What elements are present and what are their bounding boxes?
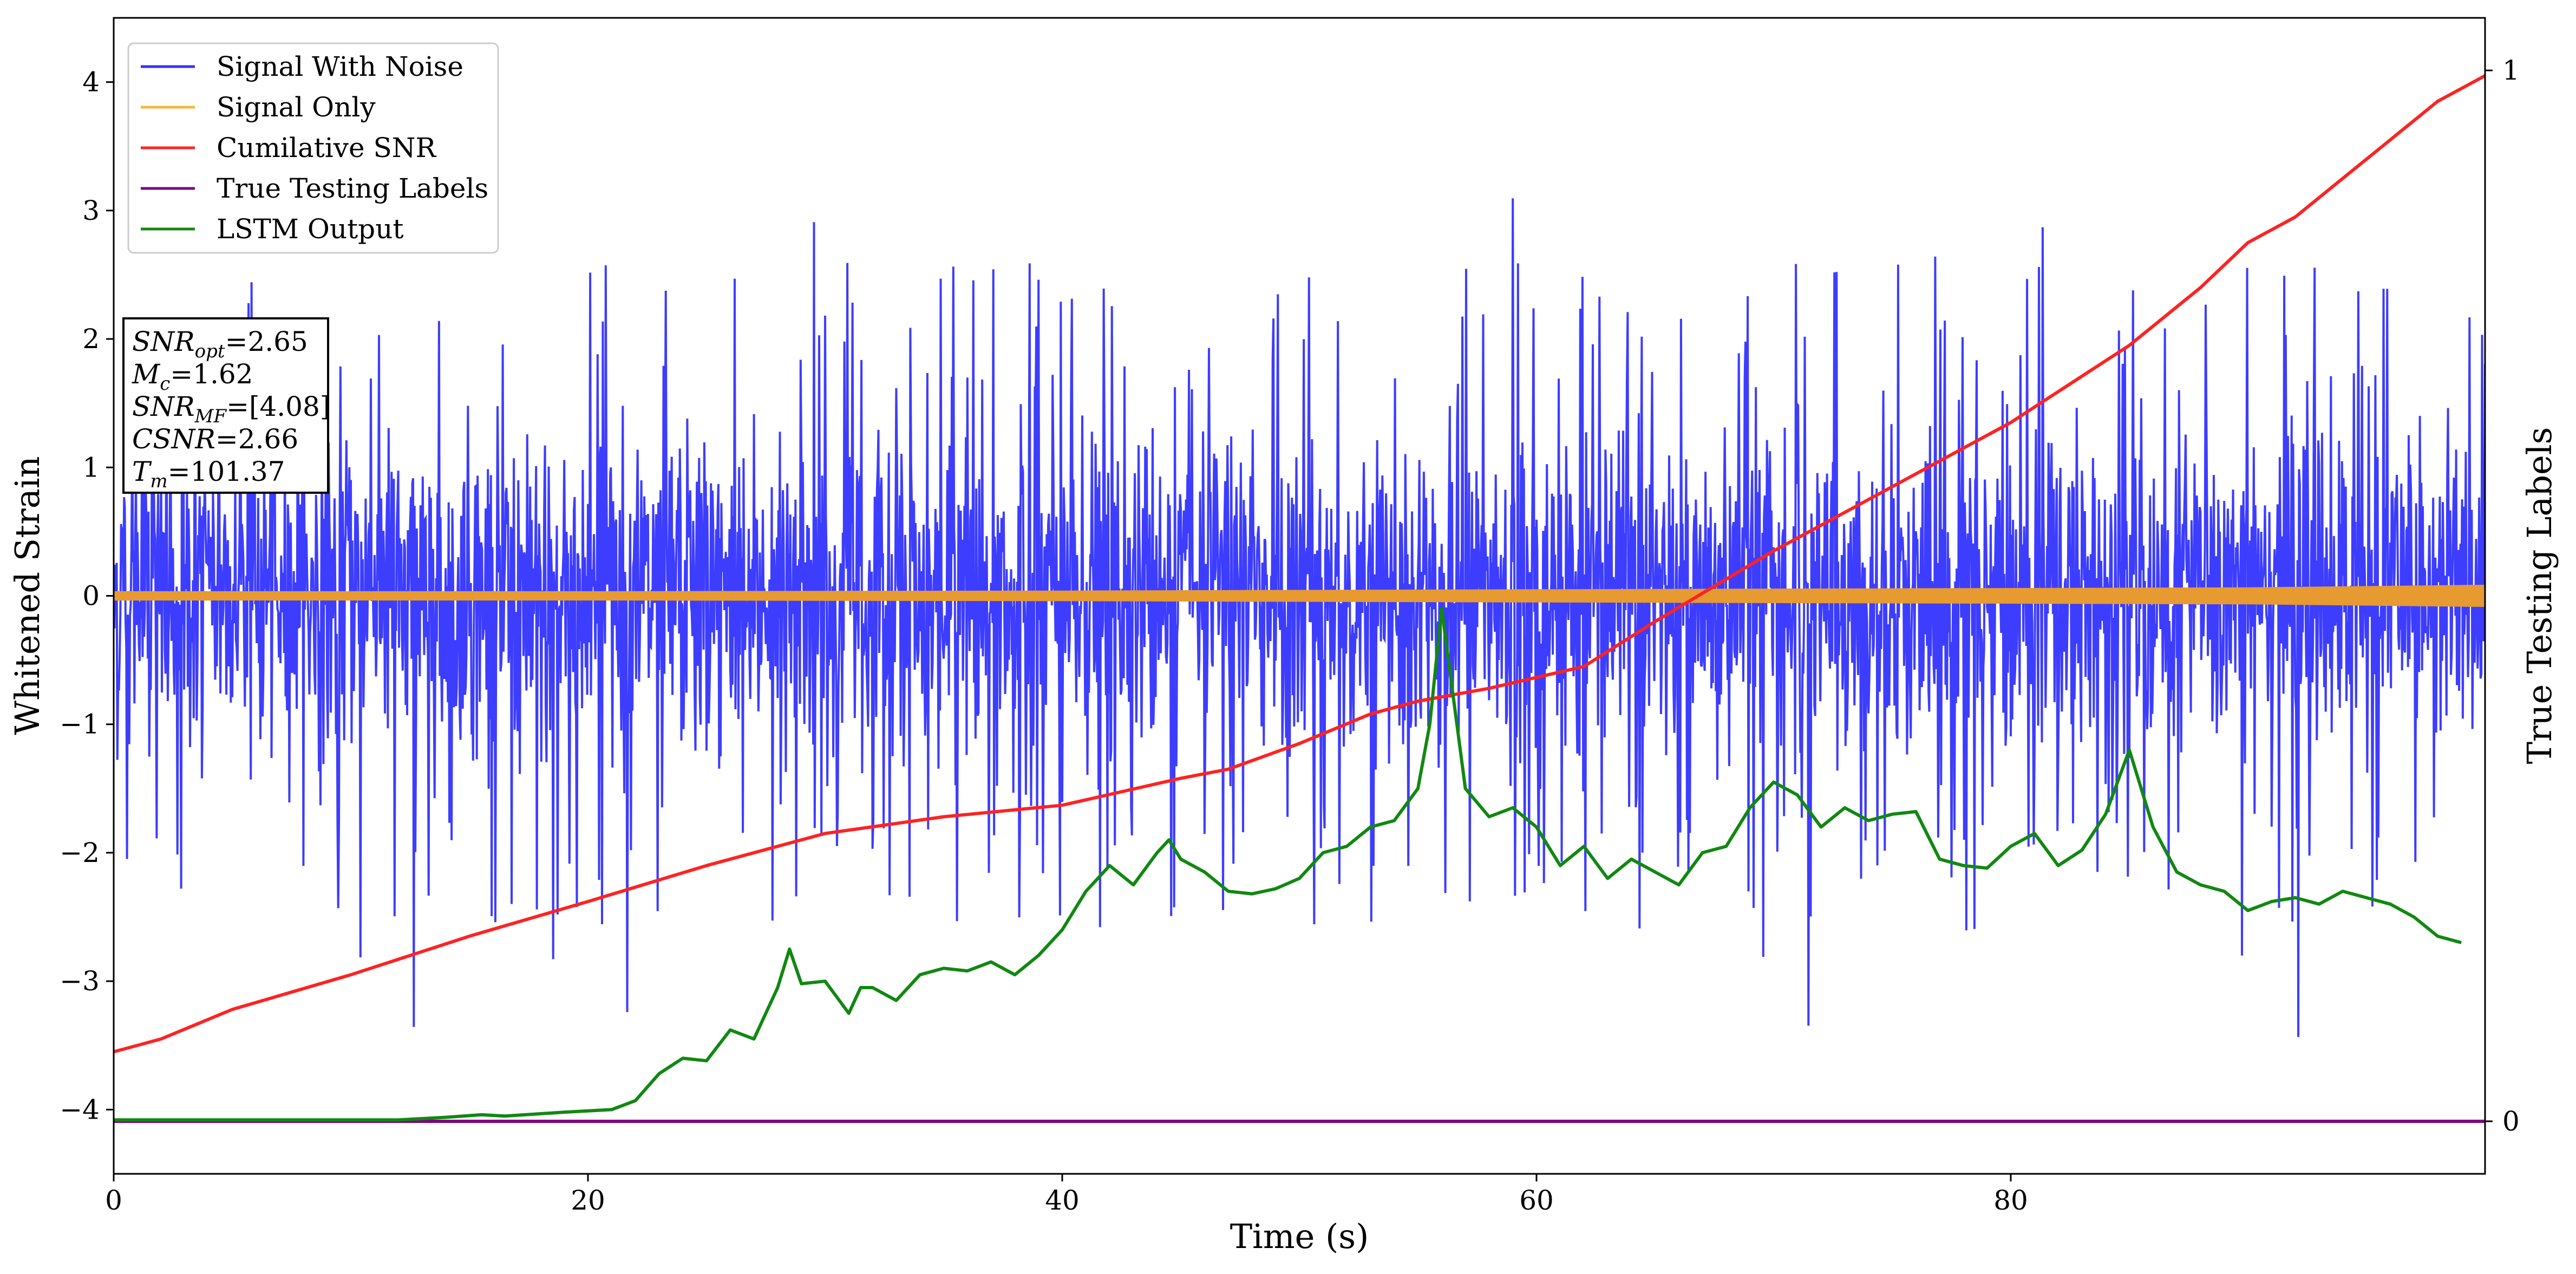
x-tick-label: 20 [571,1185,605,1216]
y2-tick-label: 0 [2502,1106,2520,1137]
legend-label-labels: True Testing Labels [217,173,488,204]
legend-label-signal: Signal Only [217,92,376,123]
legend-label-noise: Signal With Noise [217,51,463,82]
y-tick-label: 1 [82,452,100,483]
x-tick-label: 40 [1045,1185,1080,1216]
series-layer [114,74,2485,1123]
y-axis-label: Whitened Strain [8,456,47,735]
legend-label-lstm: LSTM Output [217,213,403,245]
x-tick-label: 60 [1519,1185,1554,1216]
x-axis-label: Time (s) [1230,1217,1369,1256]
info-box: SNRopt=2.65 Mc=1.62 SNRMF=[4.08] CSNR=2.… [122,317,330,494]
y-tick-label: 2 [82,323,100,355]
series-line-lstm-output [114,607,2462,1122]
y-tick-label: −2 [60,837,100,868]
legend: Signal With Noise Signal Only Cumilative… [127,42,499,254]
y-tick-label: 4 [82,67,100,98]
y2-axis-ticks: 01 [2485,55,2520,1137]
info-snr-opt: SNRopt=2.65 [132,326,308,362]
info-box-frame [122,317,329,494]
y-tick-label: 0 [82,580,100,612]
y-axis-ticks: −4 −3 −2 −1 0 1 2 3 4 [60,67,114,1125]
y-tick-label: −1 [60,709,100,740]
y2-axis-label: True Testing Labels [2520,427,2559,765]
series-band-signal-only [114,584,2485,607]
info-tm: Tm=101.37 [132,456,285,492]
plot-area [113,17,2486,1175]
series-line-signal-with-noise [114,198,2485,1037]
info-snr-mf: SNRMF=[4.08] [132,391,330,427]
y-tick-label: 3 [82,195,100,226]
x-axis-ticks: 0 20 40 60 80 [105,1174,2028,1216]
y2-tick-label: 1 [2502,55,2520,86]
info-mc: Mc=1.62 [132,358,253,395]
series-line-cumilative-snr [114,74,2485,1054]
y-tick-label: −3 [60,965,100,997]
x-tick-label: 80 [1993,1185,2028,1216]
legend-label-csnr: Cumilative SNR [217,132,436,164]
y-tick-label: −4 [60,1094,100,1125]
x-tick-label: 0 [105,1185,122,1216]
info-csnr: CSNR=2.66 [132,423,298,455]
legend-frame [127,42,499,254]
